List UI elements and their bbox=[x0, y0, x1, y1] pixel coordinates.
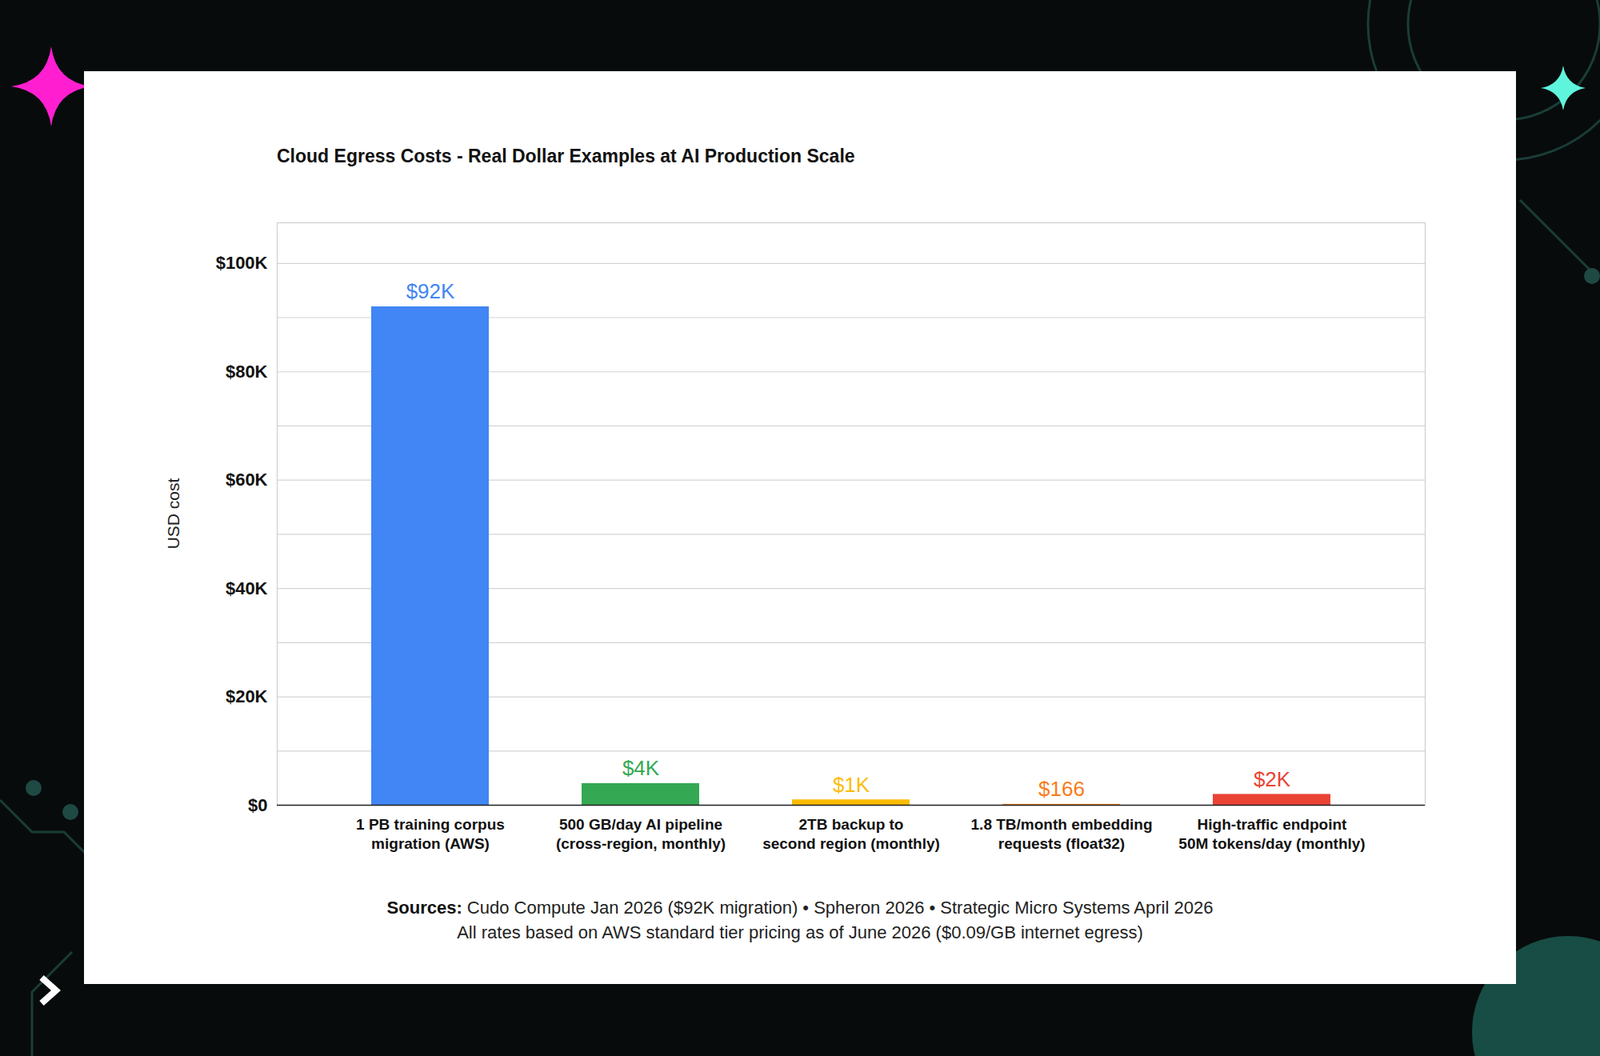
svg-text:$20K: $20K bbox=[225, 686, 268, 707]
svg-text:500 GB/day AI pipeline(cross-r: 500 GB/day AI pipeline(cross-region, mon… bbox=[556, 816, 726, 852]
svg-text:$100K: $100K bbox=[216, 252, 268, 273]
svg-text:$0: $0 bbox=[248, 795, 268, 816]
svg-text:$80K: $80K bbox=[225, 361, 268, 382]
svg-text:$60K: $60K bbox=[225, 469, 268, 490]
svg-text:$2K: $2K bbox=[1253, 767, 1292, 792]
svg-text:$1K: $1K bbox=[832, 772, 871, 797]
html-text:USD cost: USD cost bbox=[164, 478, 183, 550]
svg-text:$92K: $92K bbox=[406, 279, 456, 304]
svg-text:$40K: $40K bbox=[225, 578, 268, 599]
svg-text:$166: $166 bbox=[1038, 776, 1085, 801]
svg-text:2TB backup tosecond region (mo: 2TB backup tosecond region (monthly) bbox=[762, 816, 940, 852]
svg-text:High-traffic endpoint50M token: High-traffic endpoint50M tokens/day (mon… bbox=[1178, 816, 1365, 852]
html-text:All rates based on AWS standar: All rates based on AWS standard tier pri… bbox=[456, 922, 1144, 943]
html-text:Cloud Egress Costs - Real Doll: Cloud Egress Costs - Real Dollar Example… bbox=[276, 145, 855, 167]
svg-text:$4K: $4K bbox=[622, 756, 660, 780]
svg-text:1 PB training corpusmigration: 1 PB training corpusmigration (AWS) bbox=[356, 816, 505, 852]
svg-text:1.8 TB/month embeddingrequests: 1.8 TB/month embeddingrequests (float32) bbox=[971, 816, 1153, 852]
html-text:Sources: Cudo Compute Jan 2026: Sources: Cudo Compute Jan 2026 ($92K mig… bbox=[386, 897, 1214, 918]
